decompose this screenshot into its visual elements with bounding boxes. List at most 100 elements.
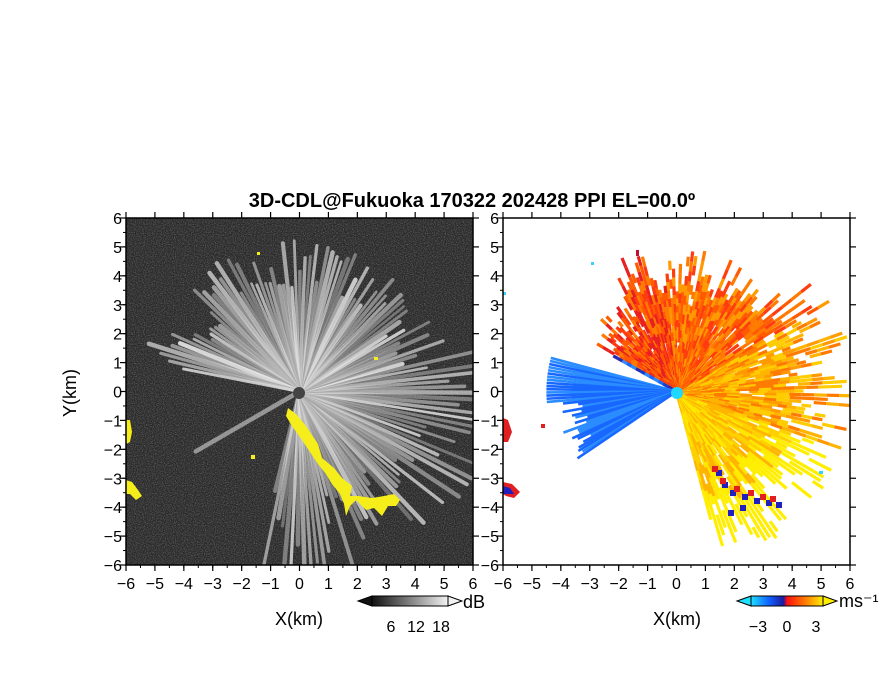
velocity-ray-segment [789, 444, 801, 452]
velocity-ray-segment [763, 299, 774, 309]
snr-xlabel: X(km) [275, 609, 323, 629]
velocity-ray-segment [664, 325, 669, 334]
velocity-ray-segment [647, 328, 654, 338]
velocity-ray-segment [727, 422, 740, 432]
velocity-ray-segment [760, 469, 770, 479]
velocity-ray-segment [747, 350, 760, 359]
velocity-ray-segment [724, 441, 733, 450]
velocity-ray-segment [743, 357, 755, 365]
x-tick-label: −4 [175, 576, 193, 593]
velocity-ray-segment [784, 306, 796, 316]
velocity-ray-segment [722, 372, 736, 380]
velocity-ray-segment [707, 452, 716, 464]
velocity-ray-segment [727, 404, 738, 411]
velocity-ray-segment [625, 293, 633, 304]
velocity-ray-segment [790, 290, 803, 301]
velocity-ray-segment [809, 320, 821, 329]
velocity-ray-segment [734, 327, 745, 337]
velocity-ray-segment [703, 283, 710, 293]
velocity-ray-segment [731, 287, 739, 297]
velocity-ray-segment [712, 495, 720, 508]
velocity-ray-blue [576, 390, 678, 460]
velocity-ray-segment [745, 378, 755, 384]
velocity-ray-segment [727, 332, 736, 341]
velocity-ray-segment [618, 353, 625, 359]
velocity-ray-segment [647, 318, 655, 329]
velocity-ray-segment [742, 303, 752, 313]
y-tick-label: 5 [490, 240, 499, 257]
velocity-ray-segment [731, 372, 744, 379]
velocity-ray-segment [699, 276, 705, 286]
velocity-ray-segment [656, 295, 662, 305]
velocity-ray-segment [749, 482, 760, 494]
y-tick-label: −2 [481, 442, 499, 459]
velocity-ray-segment [730, 317, 740, 328]
velocity-ray-segment [735, 514, 744, 526]
velocity-ray-segment [817, 438, 830, 446]
velocity-fringe-cell [754, 498, 760, 504]
velocity-ray-segment [740, 341, 751, 350]
velocity-ray-segment [746, 452, 757, 462]
velocity-ray-segment [626, 281, 634, 291]
velocity-ray-segment [740, 325, 751, 335]
velocity-ray-segment [703, 274, 709, 284]
velocity-ray-segment [799, 428, 812, 436]
velocity-ray-segment [781, 346, 791, 353]
velocity-ray-segment [734, 396, 744, 401]
velocity-ray-segment [742, 473, 753, 485]
velocity-ray-segment [738, 449, 749, 459]
velocity-ray-segment [741, 345, 754, 355]
velocity-ray-segment [768, 366, 779, 372]
velocity-ray-segment [751, 526, 761, 539]
velocity-ray-segment [723, 348, 733, 357]
x-tick-label: −3 [581, 576, 599, 593]
velocity-ray-segment [727, 313, 736, 323]
velocity-ray-segment [605, 315, 613, 323]
velocity-ray-segment [667, 298, 672, 308]
x-tick-label: −4 [552, 576, 570, 593]
velocity-ray-segment [638, 285, 645, 295]
y-tick-label: 6 [490, 211, 499, 228]
velocity-ray-segment [723, 353, 736, 363]
velocity-ray-segment [632, 325, 639, 333]
velocity-ray-segment [736, 453, 745, 463]
velocity-ray-segment [802, 445, 816, 454]
velocity-ray-segment [746, 456, 756, 466]
x-tick-label: 0 [295, 576, 304, 593]
velocity-ray-segment [628, 343, 635, 350]
velocity-ray-segment [657, 379, 664, 386]
velocity-ray-segment [704, 454, 711, 465]
velocity-ray-segment [639, 369, 646, 376]
velocity-ray-segment [750, 370, 760, 376]
velocity-ray-segment [811, 377, 824, 382]
velocity-ray-segment [707, 501, 715, 514]
velocity-ray-segment [687, 320, 693, 332]
velocity-ray-segment [704, 461, 713, 473]
velocity-ray-segment [637, 339, 645, 348]
velocity-ray-segment [624, 266, 632, 278]
velocity-ray-segment [718, 332, 727, 342]
velocity-ray-segment [777, 364, 788, 370]
velocity-ray-segment [729, 355, 740, 364]
velocity-ray-segment [725, 304, 733, 314]
velocity-ray-segment [746, 345, 758, 354]
velocity-ray-segment [685, 320, 691, 328]
velocity-ray-segment [663, 285, 668, 294]
velocity-ray-segment [733, 347, 745, 357]
velocity-ray-segment [724, 454, 733, 464]
velocity-ray-segment [695, 319, 702, 328]
snr-axis-ticks: −6 −5 −4 −3 −2 −1 0 1 2 3 4 5 6 −6 −5 −4 −3 −2 −1 0 1 2 3 4 5 6 [104, 211, 479, 593]
velocity-ray-segment [693, 300, 699, 310]
velocity-ray-segment [629, 335, 637, 343]
velocity-ray-segment [761, 384, 774, 389]
velocity-ray-segment [747, 318, 758, 328]
velocity-ray-segment [788, 398, 802, 404]
velocity-ray-segment [696, 327, 703, 336]
velocity-ray-segment [763, 349, 775, 357]
velocity-ray-segment [717, 429, 728, 439]
velocity-ray-segment [659, 311, 665, 321]
velocity-ray-segment [809, 473, 822, 483]
velocity-ray-segment [703, 447, 711, 459]
velocity-ray-segment [701, 327, 709, 338]
velocity-ray-segment [655, 314, 662, 325]
